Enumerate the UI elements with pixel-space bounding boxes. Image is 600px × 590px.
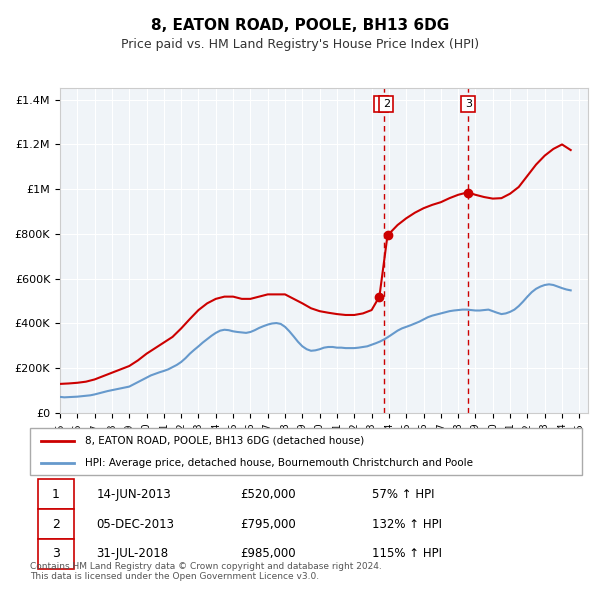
- Text: 8, EATON ROAD, POOLE, BH13 6DG: 8, EATON ROAD, POOLE, BH13 6DG: [151, 18, 449, 32]
- Text: £985,000: £985,000: [240, 548, 295, 560]
- Text: 14-JUN-2013: 14-JUN-2013: [96, 487, 171, 500]
- FancyBboxPatch shape: [38, 480, 74, 509]
- Text: Contains HM Land Registry data © Crown copyright and database right 2024.
This d: Contains HM Land Registry data © Crown c…: [30, 562, 382, 581]
- Text: 132% ↑ HPI: 132% ↑ HPI: [372, 517, 442, 530]
- Text: 1: 1: [377, 99, 385, 109]
- FancyBboxPatch shape: [38, 539, 74, 569]
- Text: £520,000: £520,000: [240, 487, 295, 500]
- FancyBboxPatch shape: [30, 428, 582, 475]
- Text: 115% ↑ HPI: 115% ↑ HPI: [372, 548, 442, 560]
- Text: 2: 2: [383, 99, 390, 109]
- Text: 8, EATON ROAD, POOLE, BH13 6DG (detached house): 8, EATON ROAD, POOLE, BH13 6DG (detached…: [85, 436, 364, 446]
- Text: 57% ↑ HPI: 57% ↑ HPI: [372, 487, 435, 500]
- FancyBboxPatch shape: [38, 510, 74, 539]
- Text: 3: 3: [465, 99, 472, 109]
- Text: HPI: Average price, detached house, Bournemouth Christchurch and Poole: HPI: Average price, detached house, Bour…: [85, 458, 473, 468]
- Text: 3: 3: [52, 548, 60, 560]
- Text: 31-JUL-2018: 31-JUL-2018: [96, 548, 169, 560]
- Text: 05-DEC-2013: 05-DEC-2013: [96, 517, 174, 530]
- Text: £795,000: £795,000: [240, 517, 296, 530]
- Text: 2: 2: [52, 517, 60, 530]
- Text: 1: 1: [52, 487, 60, 500]
- Text: Price paid vs. HM Land Registry's House Price Index (HPI): Price paid vs. HM Land Registry's House …: [121, 38, 479, 51]
